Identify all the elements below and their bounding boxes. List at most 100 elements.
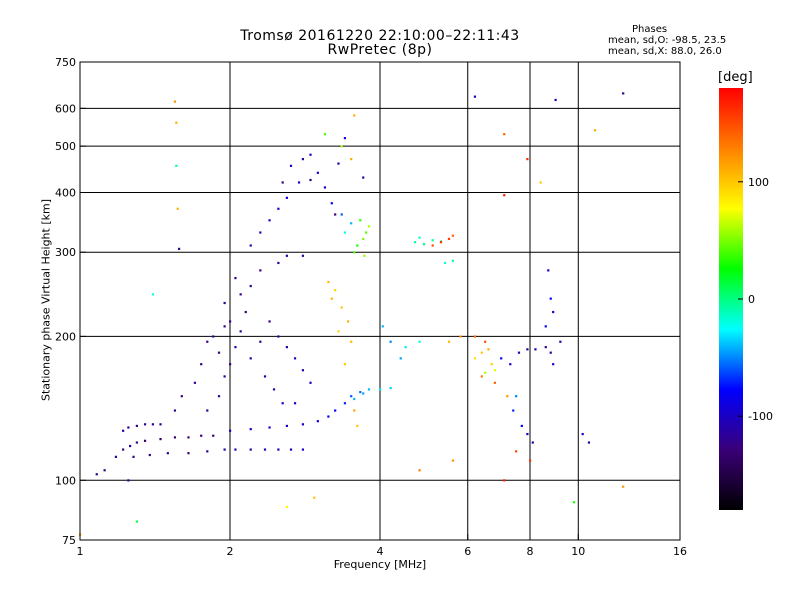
- data-point: [143, 439, 147, 442]
- data-point: [515, 450, 518, 453]
- data-point: [309, 381, 312, 384]
- data-point: [622, 485, 625, 488]
- data-point: [244, 310, 247, 314]
- data-point: [515, 395, 518, 398]
- data-point: [285, 196, 288, 199]
- data-point: [343, 231, 347, 234]
- data-point: [512, 409, 515, 412]
- data-point: [544, 346, 547, 349]
- data-point: [418, 469, 421, 472]
- data-point: [334, 409, 337, 412]
- colorbar-tick-label: 100: [748, 176, 769, 189]
- data-point: [135, 520, 138, 523]
- data-point: [151, 423, 155, 426]
- data-point: [353, 397, 356, 401]
- data-point: [323, 186, 327, 189]
- data-point: [200, 363, 203, 366]
- data-point: [526, 432, 529, 436]
- data-point: [173, 409, 177, 412]
- data-point: [212, 434, 215, 437]
- data-point: [234, 448, 237, 451]
- scatter-points: [79, 92, 625, 536]
- data-point: [334, 213, 337, 216]
- data-point: [534, 348, 537, 351]
- data-point: [418, 340, 421, 343]
- data-point: [451, 234, 455, 237]
- x-tick-label: 6: [464, 545, 471, 558]
- data-point: [277, 335, 280, 338]
- data-point: [353, 251, 356, 254]
- data-point: [249, 284, 252, 288]
- colorbar-unit-label: [deg]: [718, 70, 753, 85]
- data-point: [554, 98, 557, 102]
- data-point: [334, 289, 337, 292]
- data-point: [122, 448, 125, 451]
- data-point: [289, 164, 293, 167]
- data-point: [353, 409, 356, 412]
- colorbar-tick-label: 0: [748, 293, 755, 306]
- phase-stats-o-mode: mean, sd,O: -98.5, 23.5: [608, 35, 727, 46]
- data-point: [431, 239, 434, 242]
- data-point: [234, 346, 237, 349]
- data-point: [212, 335, 215, 338]
- data-point: [572, 501, 576, 504]
- data-point: [309, 178, 312, 182]
- data-point: [389, 386, 392, 390]
- data-point: [353, 114, 356, 117]
- data-point: [249, 357, 252, 360]
- data-point: [363, 254, 366, 257]
- data-point: [249, 428, 252, 431]
- data-point: [135, 424, 138, 428]
- data-point: [379, 388, 382, 391]
- data-point: [313, 496, 316, 499]
- data-point: [217, 351, 221, 354]
- data-point: [309, 153, 312, 156]
- data-point: [187, 452, 190, 455]
- data-point: [509, 363, 512, 366]
- data-point: [337, 162, 340, 165]
- data-point: [180, 395, 183, 398]
- data-point: [173, 436, 177, 439]
- data-point: [459, 335, 462, 338]
- data-point: [263, 448, 267, 451]
- data-point: [285, 505, 288, 509]
- data-point: [239, 293, 242, 296]
- data-point: [229, 429, 232, 432]
- data-point: [443, 261, 447, 265]
- data-point: [135, 441, 138, 444]
- data-point: [175, 164, 178, 167]
- colorbar: 100 0 -100: [719, 88, 773, 510]
- data-point: [327, 415, 330, 418]
- data-point: [340, 145, 343, 148]
- axis-ticks: 1 2 4 6 8 10 16 75 100 200 300 400 500 600 750: [55, 56, 687, 558]
- data-point: [159, 423, 162, 426]
- data-point: [173, 100, 177, 103]
- data-point: [129, 444, 132, 448]
- data-point: [277, 261, 280, 265]
- y-tick-label: 400: [55, 186, 76, 199]
- data-point: [487, 348, 490, 351]
- data-point: [529, 459, 532, 462]
- data-point: [503, 479, 506, 482]
- data-point: [362, 176, 365, 179]
- y-tick-label: 100: [55, 474, 76, 487]
- data-point: [193, 381, 197, 384]
- data-point: [404, 346, 407, 349]
- data-point: [268, 320, 271, 323]
- y-tick-label: 75: [62, 534, 76, 547]
- data-point: [359, 390, 362, 394]
- data-point: [285, 346, 288, 349]
- x-tick-label: 4: [377, 545, 384, 558]
- data-point: [217, 395, 221, 398]
- data-point: [547, 269, 550, 272]
- y-tick-label: 600: [55, 102, 76, 115]
- data-point: [285, 424, 288, 428]
- data-point: [559, 340, 562, 343]
- data-point: [114, 455, 118, 458]
- data-point: [346, 320, 350, 323]
- data-point: [223, 448, 226, 451]
- data-point: [506, 395, 509, 398]
- y-tick-label: 500: [55, 140, 76, 153]
- data-point: [177, 247, 181, 250]
